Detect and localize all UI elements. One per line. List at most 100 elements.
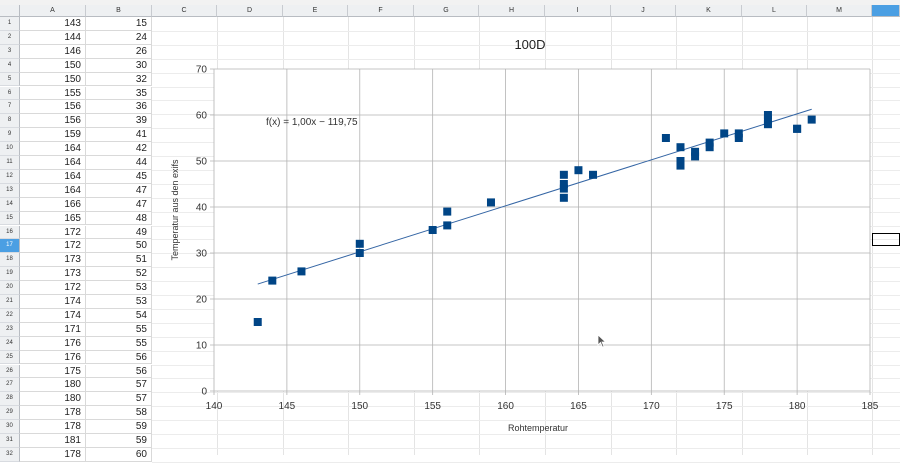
cell-b[interactable]: 47 [86,197,152,212]
row-header[interactable]: 26 [0,364,20,379]
cell-a[interactable]: 175 [20,364,86,379]
cell-b[interactable]: 47 [86,183,152,198]
cell-a[interactable]: 178 [20,420,86,434]
cell-a[interactable]: 172 [20,239,86,254]
row-header[interactable]: 24 [0,336,20,351]
row-header[interactable]: 28 [0,392,20,407]
row-header[interactable]: 20 [0,281,20,295]
column-header-g[interactable]: G [414,5,479,17]
row-header[interactable]: 4 [0,58,20,73]
cell-b[interactable]: 48 [86,211,152,226]
cell-a[interactable]: 172 [20,281,86,295]
cell-b[interactable]: 53 [86,295,152,309]
cell-b[interactable]: 44 [86,156,152,170]
cell-a[interactable]: 155 [20,86,86,101]
cell-b[interactable]: 50 [86,239,152,254]
column-header-h[interactable]: H [479,5,545,17]
row-header[interactable]: 21 [0,295,20,309]
cell-b[interactable]: 49 [86,225,152,240]
row-header[interactable]: 25 [0,350,20,365]
row-header[interactable]: 22 [0,308,20,323]
cell-b[interactable]: 56 [86,350,152,365]
row-header[interactable]: 3 [0,44,20,59]
selected-cell-outline[interactable] [872,233,900,246]
cell-a[interactable]: 164 [20,156,86,170]
cell-a[interactable]: 180 [20,378,86,393]
cell-b[interactable]: 36 [86,100,152,115]
cell-b[interactable]: 55 [86,322,152,337]
cell-a[interactable]: 164 [20,183,86,198]
column-header-l[interactable]: L [742,5,807,17]
row-header[interactable]: 8 [0,114,20,129]
row-header[interactable]: 1 [0,17,20,31]
column-header-i[interactable]: I [545,5,611,17]
cell-b[interactable]: 59 [86,420,152,434]
cell-a[interactable]: 156 [20,100,86,115]
cell-b[interactable]: 45 [86,169,152,184]
column-header-m[interactable]: M [807,5,872,17]
cell-b[interactable]: 51 [86,253,152,268]
cell-a[interactable]: 176 [20,336,86,351]
row-header[interactable]: 10 [0,142,20,156]
column-header-e[interactable]: E [283,5,348,17]
row-header[interactable]: 14 [0,197,20,212]
column-header-b[interactable]: B [86,5,152,17]
cell-a[interactable]: 174 [20,295,86,309]
column-header-j[interactable]: J [611,5,676,17]
cell-b[interactable]: 57 [86,378,152,393]
row-header[interactable]: 5 [0,72,20,87]
cell-a[interactable]: 144 [20,30,86,45]
row-header[interactable]: 9 [0,128,20,143]
row-header[interactable]: 23 [0,322,20,337]
cell-b[interactable]: 59 [86,434,152,448]
row-header[interactable]: 12 [0,169,20,184]
cell-a[interactable]: 143 [20,17,86,31]
cell-b[interactable]: 54 [86,308,152,323]
cell-a[interactable]: 156 [20,114,86,129]
cell-a[interactable]: 180 [20,392,86,407]
cell-a[interactable]: 178 [20,406,86,421]
cell-b[interactable]: 56 [86,364,152,379]
cell-b[interactable]: 35 [86,86,152,101]
cell-b[interactable]: 30 [86,58,152,73]
row-header[interactable]: 29 [0,406,20,421]
cell-b[interactable]: 41 [86,128,152,143]
cell-b[interactable]: 52 [86,267,152,282]
cell-a[interactable]: 173 [20,267,86,282]
column-header-f[interactable]: F [348,5,414,17]
cell-a[interactable]: 164 [20,142,86,156]
cell-a[interactable]: 172 [20,225,86,240]
column-header-k[interactable]: K [676,5,742,17]
cell-a[interactable]: 165 [20,211,86,226]
cell-b[interactable]: 57 [86,392,152,407]
cell-a[interactable]: 176 [20,350,86,365]
cell-a[interactable]: 150 [20,72,86,87]
cell-a[interactable]: 171 [20,322,86,337]
row-header[interactable]: 30 [0,420,20,434]
cell-a[interactable]: 159 [20,128,86,143]
column-header-c[interactable]: C [152,5,217,17]
row-header[interactable]: 27 [0,378,20,393]
cell-a[interactable]: 173 [20,253,86,268]
column-header-extra[interactable] [872,5,900,17]
row-header[interactable]: 31 [0,434,20,448]
cell-b[interactable]: 42 [86,142,152,156]
cell-b[interactable]: 53 [86,281,152,295]
row-header[interactable]: 15 [0,211,20,226]
cell-b[interactable]: 55 [86,336,152,351]
row-header[interactable]: 19 [0,267,20,282]
cell-a[interactable]: 166 [20,197,86,212]
row-header[interactable]: 16 [0,225,20,240]
chart[interactable]: 140 145 150 155 160 165 170 175 180 185 0 10 20 30 40 5… [152,17,900,455]
row-header[interactable]: 13 [0,183,20,198]
row-header[interactable]: 2 [0,30,20,45]
cell-a[interactable]: 146 [20,44,86,59]
cell-a[interactable]: 181 [20,434,86,448]
column-header-d[interactable]: D [217,5,283,17]
cell-b[interactable]: 26 [86,44,152,59]
row-header[interactable]: 11 [0,156,20,170]
row-header[interactable]: 17 [0,239,20,254]
row-header[interactable]: 18 [0,253,20,268]
cell-b[interactable]: 24 [86,30,152,45]
